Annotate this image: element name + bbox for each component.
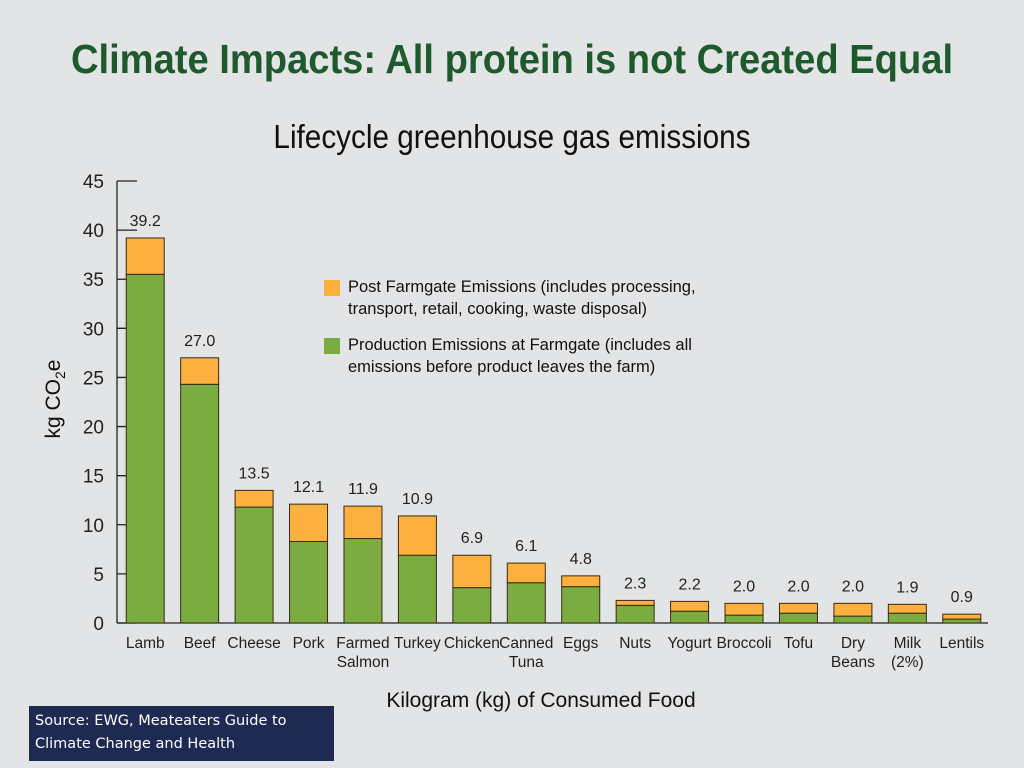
bar-segment-post-farmgate: [887, 603, 927, 614]
chart-legend: Post Farmgate Emissions (includes proces…: [324, 276, 724, 392]
chart-title: Lifecycle greenhouse gas emissions: [273, 118, 751, 155]
x-tick-label: Yogurt: [667, 635, 712, 652]
bar-segment-post-farmgate: [125, 237, 165, 275]
y-tick-label: 0: [93, 614, 104, 635]
data-label: 27.0: [184, 333, 215, 350]
data-label: 6.1: [515, 538, 537, 555]
y-tick-label: 20: [83, 418, 104, 439]
bar-segment-production: [887, 612, 927, 624]
y-tick-label: 5: [93, 565, 104, 586]
x-tick-label: Lamb: [126, 635, 165, 652]
bar-segment-post-farmgate: [343, 505, 383, 540]
data-label: 2.0: [842, 578, 864, 595]
y-tick-label: 25: [83, 368, 104, 389]
bar-segment-production: [724, 614, 764, 624]
bar-segment-post-farmgate: [724, 602, 764, 616]
x-tick-label: (2%): [891, 654, 924, 671]
legend-swatch-post-farmgate: [324, 280, 340, 296]
legend-item-production: Production Emissions at Farmgate (includ…: [324, 334, 724, 378]
bar-segment-production: [397, 554, 437, 624]
legend-label-production-line2: emissions before product leaves the farm…: [348, 358, 656, 376]
bar-segment-post-farmgate: [561, 575, 601, 588]
data-label: 2.3: [624, 575, 646, 592]
data-label: 2.0: [733, 578, 755, 595]
x-tick-label: Chicken: [444, 635, 500, 652]
legend-item-post-farmgate: Post Farmgate Emissions (includes proces…: [324, 276, 724, 320]
y-tick-label: 30: [83, 319, 104, 340]
bar-segment-production: [615, 604, 655, 624]
data-label: 39.2: [130, 213, 161, 230]
data-label: 6.9: [461, 530, 483, 547]
bar-segment-production: [125, 273, 165, 624]
x-tick-label: Pork: [293, 635, 325, 652]
x-tick-label: Tuna: [509, 654, 544, 671]
y-tick-label: 35: [83, 270, 104, 291]
data-label: 0.9: [951, 589, 973, 606]
x-tick-label: Broccoli: [716, 635, 771, 652]
data-label: 4.8: [570, 551, 592, 568]
x-tick-label: Salmon: [337, 654, 390, 671]
x-tick-label: Lentils: [939, 635, 984, 652]
x-tick-label: Eggs: [563, 635, 599, 652]
data-label: 10.9: [402, 491, 433, 508]
x-tick-label: Canned: [499, 635, 553, 652]
bar-segment-production: [234, 506, 274, 624]
bar-segment-production: [343, 538, 383, 624]
x-tick-label: Nuts: [619, 635, 651, 652]
data-label: 13.5: [239, 465, 270, 482]
y-tick-label: 45: [83, 172, 104, 193]
x-tick-label: Cheese: [227, 635, 280, 652]
x-tick-label: Turkey: [394, 635, 441, 652]
bar-segment-post-farmgate: [452, 554, 492, 589]
chart-bars: [125, 237, 982, 624]
legend-swatch-production: [324, 338, 340, 354]
bar-segment-production: [452, 587, 492, 624]
bar-segment-production: [670, 610, 710, 624]
legend-label-production-line1: Production Emissions at Farmgate (includ…: [348, 336, 692, 354]
bar-segment-post-farmgate: [833, 602, 873, 617]
bar-segment-post-farmgate: [234, 489, 274, 508]
legend-label-post-farmgate-line2: transport, retail, cooking, waste dispos…: [348, 300, 647, 318]
y-tick-label: 15: [83, 467, 104, 488]
bar-segment-post-farmgate: [289, 503, 329, 542]
y-tick-label: 10: [83, 516, 104, 537]
bar-segment-post-farmgate: [397, 515, 437, 556]
chart-labels: 39.2 Lamb 27.0 Beef 13.5 Cheese 12.1 Pork 11.9 Fa…: [126, 213, 985, 671]
bar-segment-post-farmgate: [670, 600, 710, 612]
bar-segment-production: [942, 618, 982, 624]
x-tick-label: Beans: [831, 654, 875, 671]
data-label: 1.9: [896, 579, 918, 596]
y-axis-label: kg CO2e: [42, 360, 68, 439]
bar-segment-post-farmgate: [180, 357, 220, 385]
x-axis-label: Kilogram (kg) of Consumed Food: [386, 689, 695, 712]
bar-segment-production: [833, 615, 873, 624]
bar-segment-production: [561, 586, 601, 624]
bar-segment-post-farmgate: [778, 602, 818, 614]
source-note: Source: EWG, Meateaters Guide to Climate…: [29, 706, 334, 761]
x-tick-label: Milk: [894, 635, 922, 652]
data-label: 12.1: [293, 479, 324, 496]
bar-segment-post-farmgate: [506, 562, 546, 584]
bar-segment-production: [289, 540, 329, 624]
bar-segment-post-farmgate: [615, 599, 655, 606]
data-label: 11.9: [348, 481, 378, 498]
data-label: 2.2: [678, 576, 700, 593]
slide-title: Climate Impacts: All protein is not Crea…: [70, 36, 954, 82]
legend-label-post-farmgate-line1: Post Farmgate Emissions (includes proces…: [348, 278, 696, 296]
x-tick-label: Farmed: [336, 635, 389, 652]
bar-segment-production: [778, 612, 818, 624]
y-tick-label: 40: [83, 221, 104, 242]
x-tick-label: Beef: [184, 635, 217, 652]
x-tick-label: Dry: [841, 635, 865, 652]
bar-segment-production: [506, 582, 546, 624]
x-tick-label: Tofu: [784, 635, 813, 652]
bar-segment-post-farmgate: [942, 613, 982, 620]
bar-segment-production: [180, 383, 220, 624]
data-label: 2.0: [787, 578, 809, 595]
